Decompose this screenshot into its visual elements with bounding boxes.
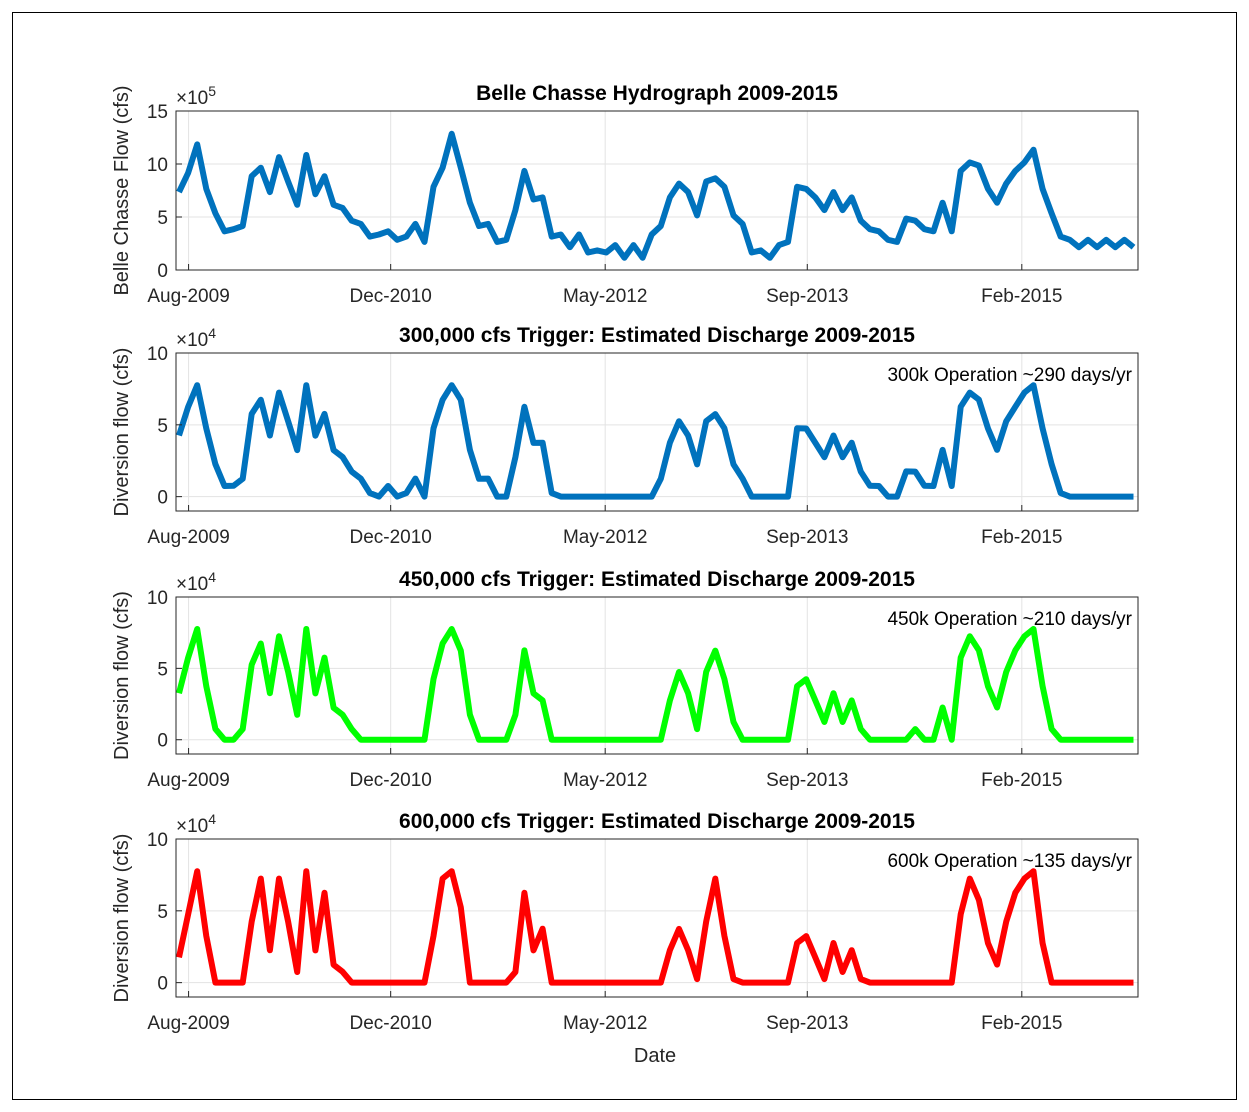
y-axis-label: Diversion flow (cfs) bbox=[111, 591, 133, 760]
y-axis-label: Diversion flow (cfs) bbox=[111, 834, 133, 1003]
chart-title: 450,000 cfs Trigger: Estimated Discharge… bbox=[399, 568, 915, 591]
y-tick-label: 0 bbox=[157, 731, 168, 752]
x-tick-label: Feb-2015 bbox=[981, 1013, 1062, 1034]
axes-box bbox=[175, 110, 1139, 271]
series-line-1 bbox=[176, 626, 1134, 743]
chart-title: 300,000 cfs Trigger: Estimated Discharge… bbox=[399, 324, 915, 347]
x-tick-label: Dec-2010 bbox=[349, 527, 431, 548]
y-exponent-label: ×104 bbox=[176, 811, 216, 837]
axes-box bbox=[175, 352, 1139, 512]
chart-title: 600,000 cfs Trigger: Estimated Discharge… bbox=[399, 810, 915, 833]
y-tick-label: 0 bbox=[157, 488, 168, 509]
x-tick-label: Dec-2010 bbox=[349, 1013, 431, 1034]
y-axis-label: Diversion flow (cfs) bbox=[111, 348, 133, 517]
chart-panel-2: 0 5 10 Aug-2009 Dec-2010 May-2012 Sep-2013 Feb-… bbox=[111, 324, 1139, 548]
x-tick-label: Dec-2010 bbox=[349, 770, 431, 791]
y-tick-label: 10 bbox=[147, 588, 168, 609]
y-tick-label: 0 bbox=[157, 261, 168, 282]
y-tick-label: 5 bbox=[157, 416, 168, 437]
x-tick-label: Dec-2010 bbox=[349, 286, 431, 307]
series-line-1 bbox=[176, 382, 1134, 500]
y-tick-label: 5 bbox=[157, 902, 168, 923]
x-tick-label: Feb-2015 bbox=[981, 770, 1062, 791]
operation-annotation: 450k Operation ~210 days/yr bbox=[887, 609, 1132, 630]
x-tick-label: Feb-2015 bbox=[981, 286, 1062, 307]
axes-box bbox=[175, 838, 1139, 998]
chart-panel-3: 0 5 10 Aug-2009 Dec-2010 May-2012 Sep-2013 Feb-… bbox=[111, 568, 1139, 791]
x-tick-label: May-2012 bbox=[563, 286, 648, 307]
series-line-1 bbox=[176, 130, 1136, 261]
x-tick-label: Aug-2009 bbox=[147, 1013, 229, 1034]
x-tick-label: May-2012 bbox=[563, 1013, 648, 1034]
axes-box bbox=[175, 596, 1139, 755]
y-tick-label: 10 bbox=[147, 830, 168, 851]
y-exponent-label: ×104 bbox=[176, 325, 216, 351]
x-tick-label: May-2012 bbox=[563, 527, 648, 548]
y-tick-label: 5 bbox=[157, 208, 168, 229]
chart-panels: 0 5 10 15 Aug-2009 Dec-2010 May-2012 Sep-2013 Fe… bbox=[111, 82, 1139, 1034]
x-tick-label: Aug-2009 bbox=[147, 286, 229, 307]
operation-annotation: 300k Operation ~290 days/yr bbox=[887, 365, 1132, 386]
x-tick-label: Aug-2009 bbox=[147, 527, 229, 548]
y-tick-label: 15 bbox=[147, 102, 168, 123]
y-tick-label: 5 bbox=[157, 659, 168, 680]
x-tick-label: Sep-2013 bbox=[766, 286, 848, 307]
y-exponent-label: ×104 bbox=[176, 569, 216, 595]
x-tick-label: Sep-2013 bbox=[766, 770, 848, 791]
plot-area bbox=[176, 111, 1138, 270]
x-tick-label: May-2012 bbox=[563, 770, 648, 791]
series-line-1 bbox=[176, 868, 1134, 986]
figure-frame bbox=[12, 12, 1237, 1100]
operation-annotation: 600k Operation ~135 days/yr bbox=[887, 851, 1132, 872]
chart-panel-1: 0 5 10 15 Aug-2009 Dec-2010 May-2012 Sep-2013 Fe… bbox=[111, 82, 1139, 307]
x-tick-label: Sep-2013 bbox=[766, 1013, 848, 1034]
chart-panel-4: 0 5 10 Aug-2009 Dec-2010 May-2012 Sep-2013 Feb-… bbox=[111, 810, 1139, 1034]
y-axis-label: Belle Chasse Flow (cfs) bbox=[111, 85, 133, 295]
chart-title: Belle Chasse Hydrograph 2009-2015 bbox=[476, 82, 838, 105]
y-tick-label: 10 bbox=[147, 344, 168, 365]
y-tick-label: 10 bbox=[147, 155, 168, 176]
x-tick-label: Feb-2015 bbox=[981, 527, 1062, 548]
y-tick-label: 0 bbox=[157, 974, 168, 995]
x-axis-label: Date bbox=[634, 1045, 676, 1067]
y-exponent-label: ×105 bbox=[176, 83, 216, 109]
x-tick-label: Sep-2013 bbox=[766, 527, 848, 548]
x-tick-label: Aug-2009 bbox=[147, 770, 229, 791]
plot-area bbox=[176, 597, 1138, 754]
